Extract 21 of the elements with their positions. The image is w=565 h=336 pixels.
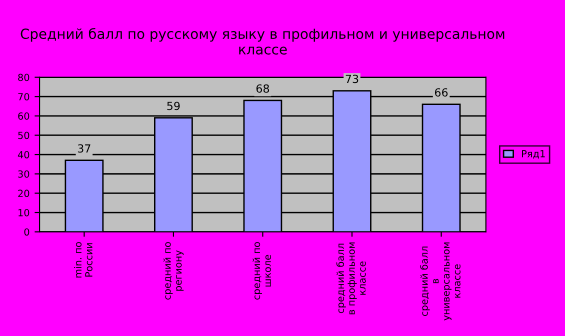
data-label: 73 [346, 74, 358, 84]
legend-label: Ряд1 [522, 150, 545, 159]
y-tick-label: 20 [18, 190, 30, 198]
x-tick-label: средний балл в универсальном классе [420, 242, 460, 320]
y-tick-label: 80 [18, 74, 30, 82]
data-label: 37 [78, 144, 90, 153]
y-tick-label: 0 [24, 228, 30, 236]
y-tick-label: 60 [18, 112, 30, 120]
chart-title: Средний балл по русскому языку в профильном и универсальном классе [20, 28, 504, 55]
y-tick-label: 10 [18, 209, 30, 216]
y-tick-label: 30 [18, 170, 30, 178]
data-label: 68 [256, 84, 270, 93]
data-label: 59 [167, 102, 180, 110]
y-tick-label: 40 [18, 151, 30, 158]
x-tick-label: средний балл в профильном классе [336, 242, 366, 314]
x-tick-label: средний по региону [163, 242, 184, 300]
data-label: 66 [434, 88, 448, 97]
x-tick-label: min. по России [74, 242, 92, 278]
x-tick-label: средний по школе [252, 242, 271, 300]
y-tick-label: 70 [18, 93, 30, 100]
y-tick-label: 50 [18, 132, 30, 140]
